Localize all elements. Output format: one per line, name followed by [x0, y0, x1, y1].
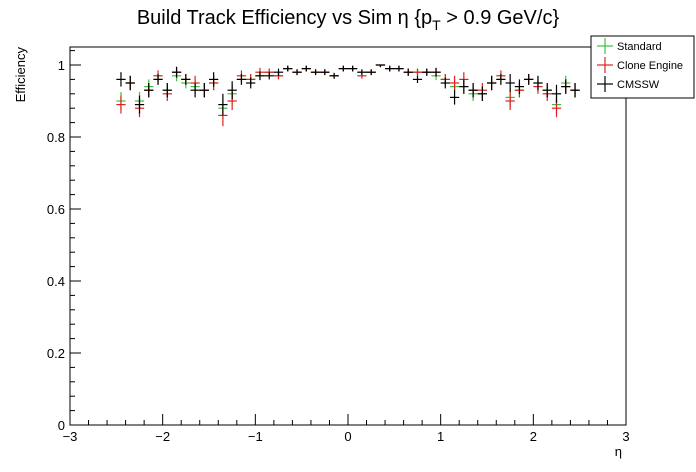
data-point — [236, 74, 247, 85]
data-point — [394, 65, 404, 72]
data-point — [533, 75, 543, 91]
data-point — [218, 93, 228, 116]
data-point — [144, 83, 154, 98]
data-point — [505, 92, 515, 110]
legend: Standard Clone Engine CMSSW — [590, 35, 695, 99]
y-tick-label: 0.4 — [47, 274, 65, 289]
legend-label: Standard — [617, 41, 662, 53]
data-point — [116, 95, 126, 114]
data-point — [542, 83, 552, 98]
data-point — [329, 72, 339, 79]
y-tick-label: 0.6 — [47, 202, 65, 217]
data-point — [366, 69, 376, 76]
data-point — [412, 75, 423, 83]
data-point — [496, 74, 506, 85]
x-tick-label: 0 — [344, 429, 351, 444]
data-point — [505, 74, 515, 92]
data-point — [264, 72, 274, 80]
x-tick-label: 2 — [530, 429, 537, 444]
x-tick-label: −2 — [155, 429, 170, 444]
data-point — [125, 75, 135, 91]
data-point — [190, 83, 200, 98]
x-tick-label: −3 — [63, 429, 78, 444]
series-cmssw — [116, 64, 580, 116]
data-point — [283, 65, 293, 72]
legend-entry: Standard — [597, 38, 662, 54]
data-point — [449, 90, 460, 105]
data-point — [514, 79, 525, 94]
data-point — [338, 65, 348, 72]
x-axis-label: η — [615, 444, 622, 459]
data-point — [459, 79, 469, 94]
data-point — [477, 86, 487, 101]
data-point — [181, 74, 191, 85]
data-point — [199, 83, 209, 98]
data-point — [440, 77, 450, 89]
chart-title: Build Track Efficiency vs Sim η {pT > 0.… — [137, 7, 560, 33]
data-point — [468, 83, 478, 98]
data-point — [449, 75, 460, 91]
y-axis-ticks: 0 0.2 0.4 0.6 0.8 1 — [47, 50, 81, 433]
data-point — [171, 66, 182, 78]
data-point — [403, 68, 413, 76]
legend-entry: CMSSW — [597, 76, 660, 92]
data-point — [153, 74, 163, 85]
data-point — [551, 84, 562, 103]
x-tick-label: −1 — [248, 429, 263, 444]
data-point — [524, 74, 534, 85]
data-point — [162, 83, 172, 98]
data-point — [255, 71, 265, 81]
data-point — [357, 69, 367, 76]
data-point — [301, 65, 311, 72]
plot-frame — [69, 46, 627, 426]
data-point — [320, 69, 330, 76]
data-point — [422, 68, 432, 76]
data-point — [348, 65, 358, 72]
x-axis-ticks: −3 −2 −1 0 1 2 3 — [63, 414, 630, 444]
data-point — [385, 65, 395, 72]
y-axis-label: Efficiency — [13, 47, 28, 103]
legend-label: Clone Engine — [617, 60, 683, 72]
x-tick-label: 3 — [622, 429, 629, 444]
data-point — [273, 68, 284, 76]
y-tick-label: 0 — [58, 418, 65, 433]
data-point — [487, 75, 497, 91]
data-point — [227, 81, 237, 100]
data-point — [292, 69, 302, 76]
data-point — [412, 68, 423, 76]
x-tick-label: 1 — [437, 429, 444, 444]
data-point — [310, 69, 321, 76]
data-point — [209, 72, 219, 87]
data-point — [431, 67, 441, 77]
data-point — [375, 64, 386, 68]
legend-entry: Clone Engine — [597, 57, 683, 73]
data-point — [246, 77, 256, 89]
data-point — [116, 72, 126, 87]
y-tick-label: 0.8 — [47, 130, 65, 145]
data-point — [570, 83, 580, 98]
data-point — [561, 79, 571, 94]
data-point — [134, 95, 145, 114]
data-series — [116, 64, 580, 127]
legend-label: CMSSW — [617, 79, 660, 91]
y-tick-label: 0.2 — [47, 346, 65, 361]
y-tick-label: 1 — [58, 58, 65, 73]
